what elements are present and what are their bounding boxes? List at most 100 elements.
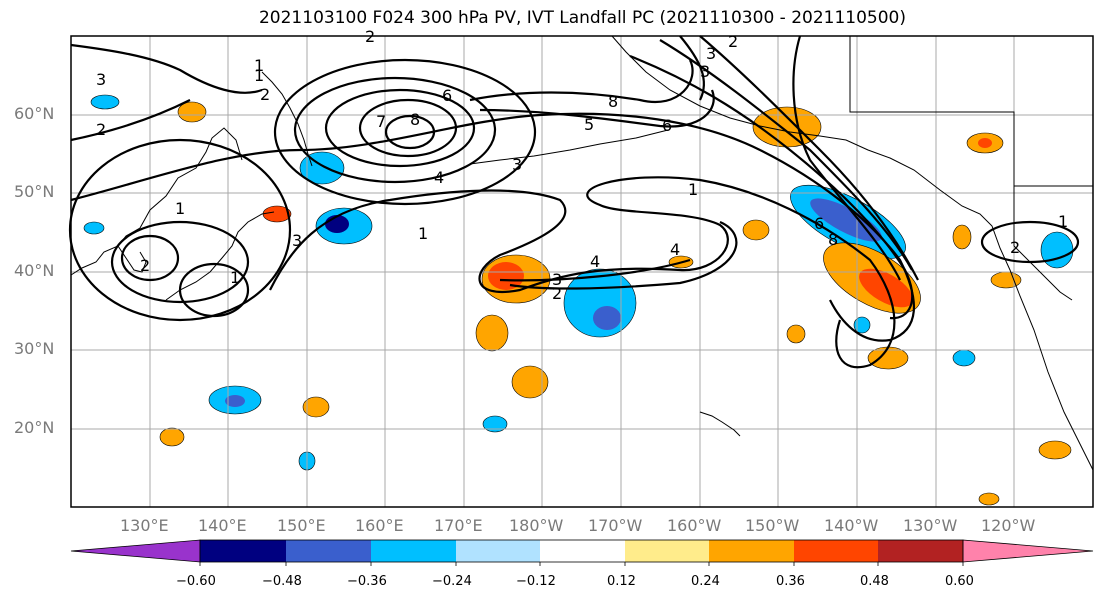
lon-label-130w: 130°W xyxy=(903,516,958,535)
shading-patch xyxy=(302,396,330,418)
lat-label-50n: 50°N xyxy=(14,182,55,201)
shading-patch xyxy=(299,151,345,185)
contour-line xyxy=(293,76,497,184)
shading-patch xyxy=(742,219,770,241)
shading-patch xyxy=(482,415,508,433)
lat-label-30n: 30°N xyxy=(14,339,55,358)
colorbar-tick-label: 0.24 xyxy=(691,574,720,589)
colorbar-segment xyxy=(709,540,794,562)
contour-value-label: 2 xyxy=(140,256,151,275)
shading-patch xyxy=(1040,231,1074,269)
lat-label-60n: 60°N xyxy=(14,104,55,123)
lat-label-20n: 20°N xyxy=(14,418,55,437)
pv-contours xyxy=(68,35,1080,369)
contour-line xyxy=(273,58,537,206)
contour-value-label: 2 xyxy=(260,85,271,104)
contour-line xyxy=(178,262,250,318)
alaska-coast xyxy=(611,35,1094,471)
shading-patch xyxy=(159,427,185,447)
shading-patch xyxy=(593,306,621,330)
contour-line xyxy=(469,59,694,103)
contour-value-label: 6 xyxy=(814,214,825,233)
contour-line xyxy=(659,39,913,271)
contour-value-label: 1 xyxy=(175,199,186,218)
contour-value-label: 3 xyxy=(700,62,711,81)
lon-label-140w: 140°W xyxy=(824,516,879,535)
contour-line xyxy=(70,99,191,142)
shading-patch xyxy=(978,492,1000,506)
colorbar xyxy=(70,539,1094,566)
lon-label-150w: 150°W xyxy=(745,516,800,535)
colorbar-tick-label: −0.24 xyxy=(432,574,472,589)
contour-value-label: 8 xyxy=(828,230,839,249)
lon-label-140e: 140°E xyxy=(198,516,247,535)
contour-value-label: 2 xyxy=(1010,238,1021,257)
aleutian-islands xyxy=(469,129,669,165)
contour-value-label: 1 xyxy=(688,180,699,199)
contour-line xyxy=(68,138,292,322)
hawaii-islands xyxy=(699,411,741,437)
contour-value-label: 2 xyxy=(728,32,739,51)
shading-patch xyxy=(488,262,524,290)
colorbar-outline xyxy=(199,539,964,563)
shading-patch xyxy=(325,215,349,233)
contour-line xyxy=(792,35,901,281)
contour-value-label: 3 xyxy=(292,231,303,250)
contour-value-label: 2 xyxy=(96,120,107,139)
contour-value-label: 3 xyxy=(96,70,107,89)
coastlines xyxy=(70,35,1094,471)
colorbar-ticks xyxy=(199,562,964,566)
colorbar-segment xyxy=(962,539,1094,563)
contour-line xyxy=(479,89,715,128)
contour-value-label: 1 xyxy=(230,268,241,287)
contour-value-label: 1 xyxy=(418,224,429,243)
japan-coast xyxy=(165,211,275,301)
contour-line xyxy=(70,112,916,342)
colorbar-segment xyxy=(794,540,878,562)
lon-label-170w: 170°W xyxy=(588,516,643,535)
contour-value-label: 5 xyxy=(584,115,595,134)
contour-value-label: 8 xyxy=(608,92,619,111)
contour-line xyxy=(120,234,180,282)
contour-value-label: 1 xyxy=(254,56,265,75)
shading-patch xyxy=(225,395,245,407)
lon-label-160w: 160°W xyxy=(667,516,722,535)
graticule xyxy=(71,36,1093,507)
colorbar-tick-label: 0.48 xyxy=(860,574,889,589)
contour-value-label: 3 xyxy=(512,155,523,174)
colorbar-tick-label: 0.36 xyxy=(776,574,805,589)
colorbar-tick-label: −0.48 xyxy=(262,574,302,589)
contour-value-label: 4 xyxy=(434,168,445,187)
shading-patch xyxy=(810,198,882,242)
contour-value-label: 2 xyxy=(365,27,376,46)
colorbar-segment xyxy=(540,540,625,562)
colorbar-tick-label: −0.60 xyxy=(176,574,216,589)
lon-label-120w: 120°W xyxy=(981,516,1036,535)
colorbar-tick-label: 0.12 xyxy=(607,574,636,589)
canada-border xyxy=(849,36,1015,186)
contour-value-label: 8 xyxy=(410,110,421,129)
shading-patch xyxy=(786,324,806,344)
contour-value-label: 1 xyxy=(254,66,265,85)
contour-line xyxy=(699,35,919,281)
contour-line xyxy=(980,220,1080,264)
colorbar-tick-label: 0.60 xyxy=(945,574,974,589)
lon-label-180w: 180°W xyxy=(509,516,564,535)
contour-line xyxy=(324,88,476,168)
contour-line xyxy=(509,220,738,290)
map-title: 2021103100 F024 300 hPa PV, IVT Landfall… xyxy=(258,8,906,28)
colorbar-tick-label: −0.36 xyxy=(347,574,387,589)
colorbar-segment xyxy=(70,539,201,563)
kamchatka-coast xyxy=(261,71,313,167)
shading-patch xyxy=(177,101,207,123)
contour-value-label: 2 xyxy=(552,284,563,303)
contour-line xyxy=(110,220,250,304)
asia-coast xyxy=(70,127,243,276)
korea-coast xyxy=(117,245,147,273)
contour-value-label: 6 xyxy=(662,116,673,135)
shading-patch xyxy=(952,349,976,367)
contour-value-label: 3 xyxy=(706,44,717,63)
lat-label-40n: 40°N xyxy=(14,261,55,280)
shading-patch xyxy=(83,221,105,235)
